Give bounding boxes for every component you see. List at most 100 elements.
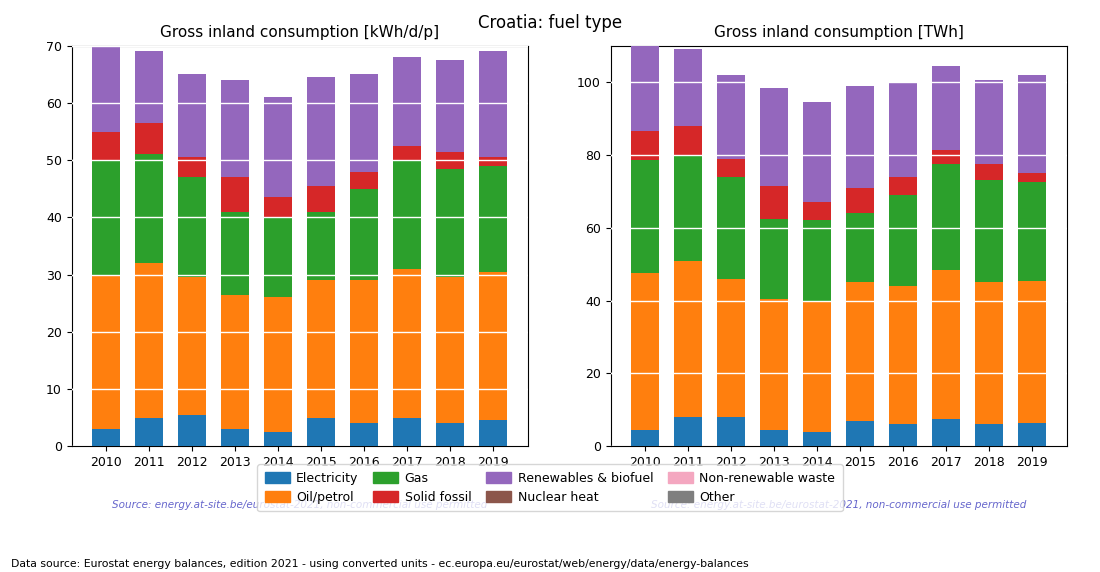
Bar	[135, 418, 163, 446]
Bar	[933, 419, 960, 446]
Title: Gross inland consumption [TWh]: Gross inland consumption [TWh]	[714, 25, 964, 41]
Bar	[717, 177, 745, 279]
Bar	[307, 418, 336, 446]
Bar	[760, 299, 789, 430]
Bar	[307, 212, 336, 280]
Bar	[760, 88, 789, 186]
Bar	[889, 177, 917, 195]
Bar	[350, 172, 378, 189]
Bar	[92, 46, 120, 132]
Bar	[221, 177, 250, 212]
Bar	[264, 297, 293, 432]
Bar	[976, 164, 1003, 180]
Bar	[178, 277, 206, 415]
Bar	[437, 277, 464, 423]
Bar	[178, 74, 206, 157]
Bar	[221, 295, 250, 429]
Legend: Electricity, Oil/petrol, Gas, Solid fossil, Renewables & biofuel, Nuclear heat, : Electricity, Oil/petrol, Gas, Solid foss…	[257, 464, 843, 511]
Bar	[307, 280, 336, 418]
Bar	[846, 283, 874, 420]
Bar	[760, 219, 789, 299]
Bar	[480, 272, 507, 420]
Bar	[92, 160, 120, 275]
Bar	[480, 420, 507, 446]
Bar	[717, 158, 745, 177]
Bar	[717, 417, 745, 446]
Text: Data source: Eurostat energy balances, edition 2021 - using converted units - ec: Data source: Eurostat energy balances, e…	[11, 559, 749, 569]
Bar	[221, 80, 250, 177]
Bar	[1019, 280, 1046, 423]
Bar	[889, 286, 917, 424]
Bar	[135, 263, 163, 418]
Bar	[394, 269, 421, 418]
Bar	[221, 212, 250, 295]
Bar	[394, 57, 421, 146]
Bar	[264, 97, 293, 197]
Bar	[264, 197, 293, 217]
Bar	[437, 60, 464, 152]
Bar	[480, 166, 507, 272]
Bar	[135, 51, 163, 123]
Bar	[674, 417, 702, 446]
Bar	[92, 429, 120, 446]
Bar	[264, 432, 293, 446]
Bar	[394, 146, 421, 160]
Bar	[976, 180, 1003, 283]
Title: Gross inland consumption [kWh/d/p]: Gross inland consumption [kWh/d/p]	[161, 25, 439, 41]
Bar	[631, 132, 659, 160]
Bar	[221, 429, 250, 446]
Bar	[889, 82, 917, 177]
Bar	[933, 164, 960, 269]
Bar	[717, 75, 745, 158]
Text: Source: energy.at-site.be/eurostat-2021, non-commercial use permitted: Source: energy.at-site.be/eurostat-2021,…	[651, 500, 1026, 510]
Bar	[674, 260, 702, 417]
Bar	[437, 169, 464, 277]
Bar	[350, 74, 378, 172]
Bar	[803, 220, 832, 300]
Bar	[264, 217, 293, 297]
Bar	[307, 186, 336, 212]
Bar	[631, 430, 659, 446]
Bar	[307, 77, 336, 186]
Bar	[976, 80, 1003, 164]
Bar	[1019, 173, 1046, 182]
Bar	[803, 300, 832, 432]
Bar	[760, 430, 789, 446]
Bar	[889, 424, 917, 446]
Bar	[178, 157, 206, 177]
Bar	[846, 86, 874, 188]
Bar	[1019, 423, 1046, 446]
Bar	[480, 157, 507, 166]
Bar	[803, 202, 832, 220]
Bar	[803, 432, 832, 446]
Bar	[1019, 182, 1046, 280]
Bar	[674, 49, 702, 126]
Bar	[480, 51, 507, 157]
Bar	[631, 160, 659, 273]
Bar	[933, 269, 960, 419]
Bar	[437, 152, 464, 169]
Bar	[631, 44, 659, 132]
Text: Source: energy.at-site.be/eurostat-2021, non-commercial use permitted: Source: energy.at-site.be/eurostat-2021,…	[112, 500, 487, 510]
Bar	[933, 66, 960, 149]
Bar	[846, 420, 874, 446]
Bar	[717, 279, 745, 417]
Bar	[846, 213, 874, 283]
Bar	[976, 283, 1003, 424]
Bar	[760, 186, 789, 219]
Bar	[350, 280, 378, 423]
Bar	[933, 149, 960, 164]
Bar	[350, 189, 378, 280]
Bar	[889, 195, 917, 286]
Bar	[178, 415, 206, 446]
Bar	[976, 424, 1003, 446]
Bar	[631, 273, 659, 430]
Bar	[394, 418, 421, 446]
Text: Croatia: fuel type: Croatia: fuel type	[477, 14, 623, 32]
Bar	[92, 132, 120, 160]
Bar	[394, 160, 421, 269]
Bar	[135, 123, 163, 154]
Bar	[846, 188, 874, 213]
Bar	[178, 177, 206, 277]
Bar	[803, 102, 832, 202]
